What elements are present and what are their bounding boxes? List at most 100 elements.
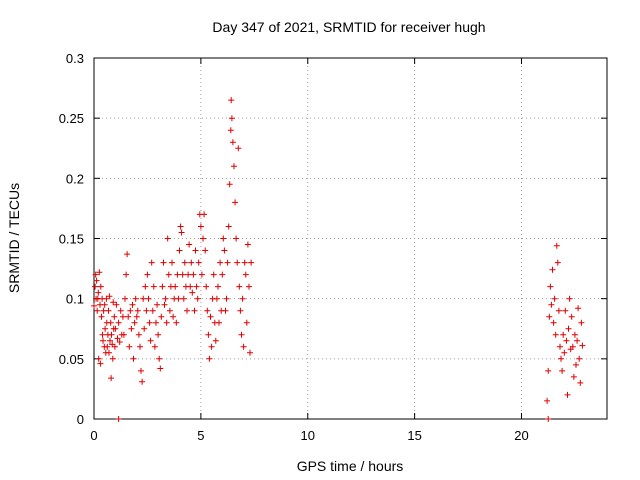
- data-point: [96, 269, 103, 276]
- data-point: [127, 307, 134, 314]
- data-point: [147, 337, 154, 344]
- data-point: [192, 247, 199, 254]
- data-point: [111, 343, 118, 350]
- data-point: [164, 235, 171, 242]
- data-point: [180, 295, 187, 302]
- data-point: [237, 307, 244, 314]
- data-point: [563, 337, 570, 344]
- data-point: [213, 295, 220, 302]
- data-point: [162, 295, 169, 302]
- data-point: [569, 343, 576, 350]
- data-point: [206, 355, 213, 362]
- data-point: [231, 163, 237, 170]
- data-point: [99, 331, 106, 338]
- data-point: [203, 283, 210, 290]
- y-tick-label: 0.1: [66, 292, 84, 307]
- data-point: [238, 331, 245, 338]
- data-point: [191, 307, 198, 314]
- data-point: [208, 343, 215, 350]
- data-point: [126, 343, 133, 350]
- data-point: [229, 139, 236, 146]
- data-point: [137, 343, 143, 350]
- data-point: [576, 355, 583, 362]
- data-series: [91, 97, 586, 422]
- data-point: [207, 313, 214, 320]
- y-tick-label: 0.05: [59, 352, 84, 367]
- data-point: [142, 283, 149, 290]
- data-point: [557, 343, 563, 350]
- data-point: [160, 259, 167, 266]
- data-point: [158, 313, 165, 320]
- data-point: [122, 295, 128, 302]
- data-point: [111, 313, 118, 320]
- data-point: [115, 319, 122, 326]
- data-point: [123, 271, 130, 278]
- data-point: [107, 337, 113, 344]
- data-point: [116, 339, 123, 345]
- y-tick-label: 0.2: [66, 171, 84, 186]
- data-point: [550, 319, 557, 326]
- data-point: [93, 277, 100, 284]
- data-point: [564, 391, 571, 398]
- data-point: [185, 271, 192, 278]
- y-tick-label: 0.25: [59, 111, 84, 126]
- data-point: [130, 355, 137, 362]
- data-point: [552, 331, 559, 338]
- data-point: [554, 259, 561, 266]
- data-point: [128, 325, 135, 332]
- data-point: [151, 343, 158, 350]
- data-point: [153, 319, 159, 326]
- data-point: [187, 283, 194, 290]
- data-point: [558, 355, 564, 362]
- data-point: [548, 301, 555, 308]
- y-tick-label: 0.3: [66, 51, 84, 66]
- data-point: [545, 416, 552, 422]
- data-point: [228, 115, 235, 122]
- data-point: [553, 242, 560, 249]
- data-point: [566, 295, 573, 302]
- y-axis-label: SRMTID / TECUs: [6, 183, 22, 293]
- data-point: [117, 307, 124, 314]
- data-point: [225, 223, 232, 230]
- data-point: [200, 235, 206, 242]
- data-point: [146, 319, 153, 326]
- data-point: [228, 97, 235, 104]
- data-point: [223, 295, 230, 302]
- data-point: [129, 301, 136, 308]
- data-point: [173, 319, 180, 326]
- data-point: [159, 283, 166, 290]
- data-point: [188, 259, 195, 266]
- data-point: [220, 235, 227, 242]
- data-point: [97, 360, 104, 367]
- data-point: [570, 373, 577, 380]
- data-point: [113, 301, 120, 308]
- data-point: [239, 295, 246, 302]
- data-point: [133, 313, 140, 320]
- data-point: [574, 337, 581, 344]
- data-point: [92, 283, 99, 290]
- data-point: [157, 365, 164, 372]
- x-tick-label: 0: [90, 428, 97, 443]
- data-point: [97, 283, 104, 290]
- data-point: [544, 397, 551, 404]
- data-point: [246, 283, 252, 290]
- data-point: [172, 283, 179, 290]
- data-point: [242, 271, 249, 278]
- data-point: [244, 241, 251, 248]
- gridlines: [94, 58, 607, 419]
- data-point: [105, 307, 112, 314]
- data-point: [102, 325, 109, 332]
- data-point: [197, 223, 204, 230]
- data-point: [573, 361, 579, 368]
- data-point: [98, 313, 105, 320]
- data-point: [165, 271, 172, 278]
- data-point: [141, 325, 148, 332]
- data-point: [92, 271, 99, 278]
- data-point: [559, 367, 566, 374]
- data-point: [95, 355, 102, 362]
- data-point: [109, 355, 116, 362]
- x-tick-label: 15: [407, 428, 421, 443]
- data-point: [221, 247, 228, 254]
- data-point: [579, 342, 586, 349]
